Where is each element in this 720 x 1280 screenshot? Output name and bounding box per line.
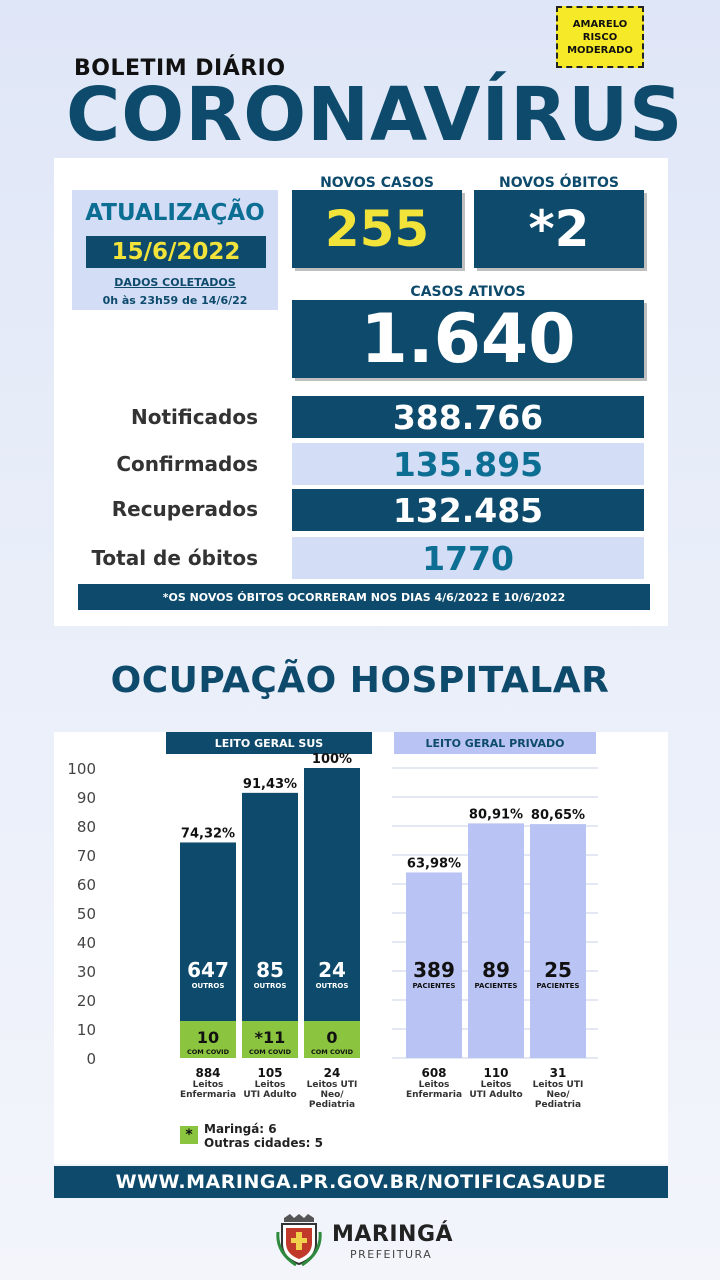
sus-group-header: LEITO GERAL SUS — [166, 732, 372, 754]
risk-line-3: MODERADO — [567, 44, 633, 56]
new-deaths-value: *2 — [474, 190, 644, 268]
new-deaths-label: NOVOS ÓBITOS — [498, 175, 619, 191]
city-crest-icon — [276, 1214, 322, 1266]
page-title: CORONAVÍRUS — [66, 72, 684, 158]
legend-text: Maringá: 6 Outras cidades: 5 — [204, 1122, 323, 1150]
new-cases-value: 255 — [292, 190, 462, 268]
total-deaths-label: Total de óbitos — [91, 546, 258, 570]
asterisk-icon: * — [180, 1126, 198, 1144]
deaths-note: *OS NOVOS ÓBITOS OCORRERAM NOS DIAS 4/6/… — [78, 584, 650, 610]
recovered-label: Recuperados — [111, 497, 258, 521]
private-group-header: LEITO GERAL PRIVADO — [394, 732, 596, 754]
legend-line-maringa: Maringá: 6 — [204, 1122, 277, 1136]
new-cases-label: NOVOS CASOS — [320, 175, 434, 191]
notified-label: Notificados — [130, 405, 258, 429]
recovered-value: 132.485 — [292, 489, 644, 531]
logo-name: MARINGÁ — [332, 1222, 454, 1247]
notification-url-link[interactable]: WWW.MARINGA.PR.GOV.BR/NOTIFICASAUDE — [54, 1166, 668, 1198]
confirmed-value: 135.895 — [292, 443, 644, 485]
chart-panel — [54, 732, 668, 1164]
hospital-occupancy-title: OCUPAÇÃO HOSPITALAR — [110, 660, 610, 701]
legend-line-other-cities: Outras cidades: 5 — [204, 1136, 323, 1150]
update-label: ATUALIZAÇÃO — [85, 200, 265, 226]
risk-line-1: AMARELO — [572, 18, 628, 30]
bulletin-label: BOLETIM DIÁRIO — [74, 56, 286, 81]
total-deaths-value: 1770 — [292, 537, 644, 579]
data-collected-label: DADOS COLETADOS — [114, 276, 236, 289]
active-cases-label: CASOS ATIVOS — [410, 284, 526, 300]
risk-line-2: RISCO — [582, 31, 618, 43]
data-collected-range: 0h às 23h59 de 14/6/22 — [102, 294, 248, 307]
notified-value: 388.766 — [292, 396, 644, 438]
logo-subtitle: PREFEITURA — [350, 1248, 433, 1261]
active-cases-value: 1.640 — [292, 300, 644, 379]
confirmed-label: Confirmados — [116, 452, 258, 476]
risk-level-badge: AMARELO RISCO MODERADO — [556, 6, 644, 68]
update-date: 15/6/2022 — [86, 236, 266, 268]
